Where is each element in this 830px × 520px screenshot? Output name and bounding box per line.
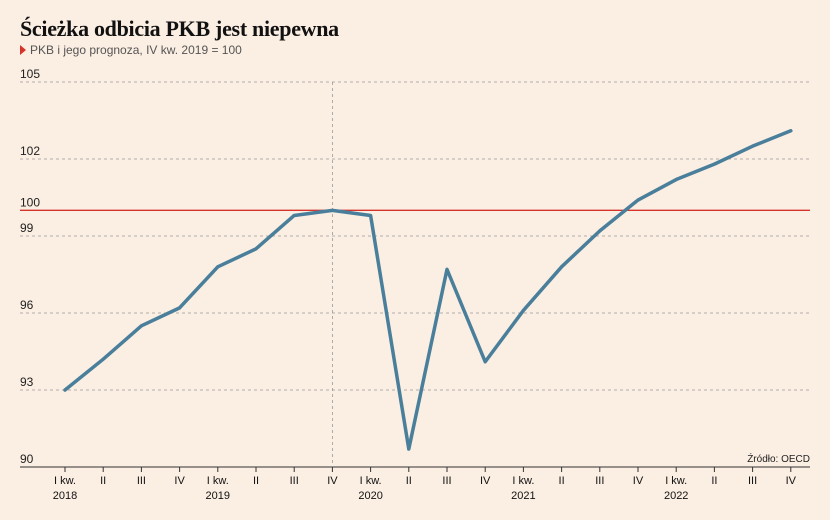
x-tick-label: I kw. bbox=[512, 475, 534, 487]
data-point bbox=[216, 265, 220, 269]
chart-title: Ścieżka odbicia PKB jest niepewna bbox=[20, 16, 339, 41]
y-tick-label: 100 bbox=[20, 195, 40, 209]
year-label: 2019 bbox=[206, 490, 230, 502]
subtitle-text: PKB i jego prognoza, IV kw. 2019 = 100 bbox=[30, 43, 242, 57]
gdp-series-line bbox=[63, 129, 793, 451]
x-tick-label: III bbox=[137, 475, 146, 487]
source-note: Źródło: OECD bbox=[747, 454, 810, 465]
x-tick-label: III bbox=[595, 475, 604, 487]
data-point bbox=[445, 267, 449, 271]
data-point bbox=[369, 213, 373, 217]
x-tick-label: III bbox=[748, 475, 757, 487]
data-point bbox=[178, 306, 182, 310]
x-tick-label: II bbox=[406, 475, 412, 487]
x-tick-label: II bbox=[253, 475, 259, 487]
x-tick-label: III bbox=[442, 475, 451, 487]
x-tick-label: I kw. bbox=[360, 475, 382, 487]
x-tick-label: II bbox=[559, 475, 565, 487]
data-point bbox=[292, 213, 296, 217]
data-point bbox=[330, 208, 334, 212]
data-point bbox=[407, 447, 411, 451]
y-tick-label: 99 bbox=[20, 221, 34, 235]
data-point bbox=[789, 129, 793, 133]
x-tick-label: IV bbox=[174, 475, 185, 487]
data-point bbox=[254, 247, 258, 251]
data-point bbox=[751, 144, 755, 148]
x-tick-label: IV bbox=[480, 475, 491, 487]
chart-subtitle: PKB i jego prognoza, IV kw. 2019 = 100 bbox=[20, 43, 242, 57]
data-point bbox=[483, 360, 487, 364]
year-label: 2021 bbox=[511, 490, 535, 502]
y-tick-label: 93 bbox=[20, 375, 34, 389]
data-point bbox=[674, 178, 678, 182]
data-point bbox=[101, 357, 105, 361]
x-tick-label: I kw. bbox=[207, 475, 229, 487]
x-tick-label: I kw. bbox=[54, 475, 76, 487]
data-point bbox=[636, 198, 640, 202]
data-point bbox=[598, 229, 602, 233]
x-tick-label: II bbox=[711, 475, 717, 487]
year-label: 2020 bbox=[358, 490, 382, 502]
data-point bbox=[139, 324, 143, 328]
year-label: 2018 bbox=[53, 490, 77, 502]
triangle-marker-icon bbox=[20, 45, 26, 55]
y-tick-label: 96 bbox=[20, 298, 34, 312]
data-point bbox=[521, 308, 525, 312]
data-point bbox=[712, 162, 716, 166]
y-tick-label: 102 bbox=[20, 144, 40, 158]
x-tick-label: III bbox=[290, 475, 299, 487]
y-tick-label: 90 bbox=[20, 452, 34, 466]
data-point bbox=[63, 388, 67, 392]
x-tick-label: I kw. bbox=[665, 475, 687, 487]
year-label: 2022 bbox=[664, 490, 688, 502]
data-point bbox=[560, 265, 564, 269]
y-tick-label: 105 bbox=[20, 67, 40, 81]
x-tick-label: IV bbox=[786, 475, 797, 487]
x-tick-label: II bbox=[100, 475, 106, 487]
x-tick-label: IV bbox=[633, 475, 644, 487]
x-tick-label: IV bbox=[327, 475, 338, 487]
